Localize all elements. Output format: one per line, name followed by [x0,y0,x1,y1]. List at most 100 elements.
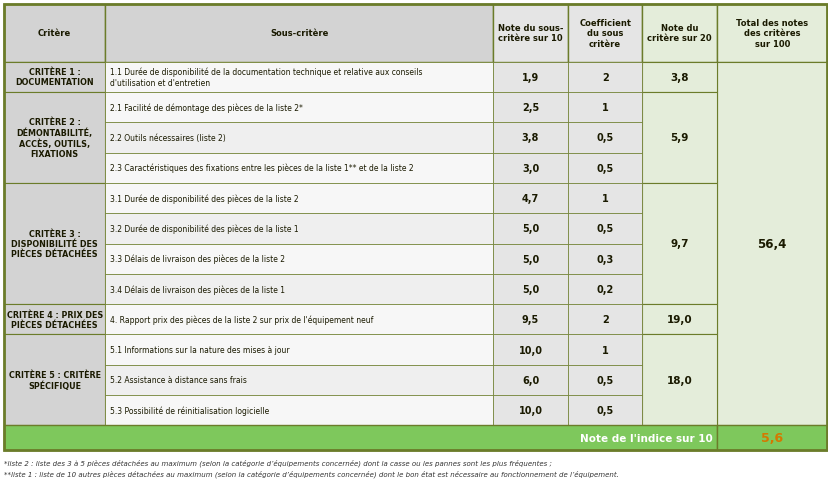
Bar [642,183,716,305]
Bar [105,62,493,93]
Bar [567,335,642,365]
Text: 2: 2 [601,315,608,325]
Text: 2,5: 2,5 [522,103,538,113]
Text: 3.2 Durée de disponibilité des pièces de la liste 1: 3.2 Durée de disponibilité des pièces de… [110,224,299,234]
Bar [642,93,716,183]
Bar [567,153,642,183]
Text: 3.3 Délais de livraison des pièces de la liste 2: 3.3 Délais de livraison des pièces de la… [110,254,285,264]
Bar [105,5,493,62]
Text: 2: 2 [601,73,608,82]
Bar [105,244,493,274]
Text: **liste 1 : liste de 10 autres pièces détachées au maximum (selon la catégorie d: **liste 1 : liste de 10 autres pièces dé… [4,469,619,477]
Text: Note de l'indice sur 10: Note de l'indice sur 10 [580,433,712,443]
Bar [493,274,567,305]
Bar [105,395,493,426]
Bar [493,305,567,335]
Text: Note du
critère sur 20: Note du critère sur 20 [647,24,711,43]
Bar [567,5,642,62]
Text: 56,4: 56,4 [757,238,786,250]
Text: CRITÈRE 5 : CRITÈRE
SPÉCIFIQUE: CRITÈRE 5 : CRITÈRE SPÉCIFIQUE [9,370,100,390]
Bar [493,183,567,214]
Text: 1: 1 [601,194,608,203]
Bar [642,5,716,62]
Text: 3,8: 3,8 [670,73,688,82]
Text: CRITÈRE 4 : PRIX DES
PIÈCES DÉTACHÉES: CRITÈRE 4 : PRIX DES PIÈCES DÉTACHÉES [7,310,103,329]
Text: 5,0: 5,0 [522,254,538,264]
Text: Critère: Critère [38,29,71,38]
Bar [105,305,493,335]
Bar [493,62,567,93]
Text: 9,7: 9,7 [670,239,688,249]
Bar [105,93,493,123]
Bar [567,183,642,214]
Bar [642,62,716,93]
Bar [567,123,642,153]
Text: 10,0: 10,0 [518,345,542,355]
Text: 0,3: 0,3 [596,254,613,264]
Bar [105,365,493,395]
Bar [567,274,642,305]
Bar [567,305,642,335]
Text: 2.1 Facilité de démontage des pièces de la liste 2*: 2.1 Facilité de démontage des pièces de … [110,103,303,113]
Bar [105,214,493,244]
Text: 0,2: 0,2 [596,285,613,294]
Text: 0,5: 0,5 [596,406,613,415]
Text: 10,0: 10,0 [518,406,542,415]
Text: 1: 1 [601,345,608,355]
Bar [716,62,826,426]
Text: CRITÈRE 2 :
DÉMONTABILITÉ,
ACCÈS, OUTILS,
FIXATIONS: CRITÈRE 2 : DÉMONTABILITÉ, ACCÈS, OUTILS… [17,118,93,159]
Bar [493,395,567,426]
Bar [105,274,493,305]
Bar [4,335,105,426]
Bar [493,93,567,123]
Bar [493,335,567,365]
Text: 3,8: 3,8 [522,133,538,143]
Text: 6,0: 6,0 [522,375,538,385]
Text: Total des notes
des critères
sur 100: Total des notes des critères sur 100 [735,19,807,48]
Text: 4,7: 4,7 [522,194,538,203]
Text: 18,0: 18,0 [666,375,692,385]
Text: 3,0: 3,0 [522,163,538,173]
Text: 0,5: 0,5 [596,163,613,173]
Bar [642,335,716,426]
Text: 3.4 Délais de livraison des pièces de la liste 1: 3.4 Délais de livraison des pièces de la… [110,285,285,294]
Text: Coefficient
du sous
critère: Coefficient du sous critère [579,19,630,48]
Bar [4,305,105,335]
Text: 0,5: 0,5 [596,224,613,234]
Text: Note du sous-
critère sur 10: Note du sous- critère sur 10 [497,24,563,43]
Text: 3.1 Durée de disponibilité des pièces de la liste 2: 3.1 Durée de disponibilité des pièces de… [110,194,299,203]
Text: 2.2 Outils nécessaires (liste 2): 2.2 Outils nécessaires (liste 2) [110,134,226,142]
Text: 5,0: 5,0 [522,224,538,234]
Bar [567,214,642,244]
Text: Sous-critère: Sous-critère [270,29,328,38]
Text: 1: 1 [601,103,608,113]
Text: 5.2 Assistance à distance sans frais: 5.2 Assistance à distance sans frais [110,376,247,385]
Text: 5,6: 5,6 [760,431,782,444]
Bar [4,62,105,93]
Bar [493,244,567,274]
Text: 0,5: 0,5 [596,133,613,143]
Text: CRITÈRE 1 :
DOCUMENTATION: CRITÈRE 1 : DOCUMENTATION [16,68,94,87]
Bar [493,365,567,395]
Text: 4. Rapport prix des pièces de la liste 2 sur prix de l'équipement neuf: 4. Rapport prix des pièces de la liste 2… [110,315,373,325]
Text: 1.1 Durée de disponibilité de la documentation technique et relative aux conseil: 1.1 Durée de disponibilité de la documen… [110,68,422,87]
Text: 9,5: 9,5 [522,315,538,325]
Bar [105,335,493,365]
Text: 2.3 Caractéristiques des fixations entre les pièces de la liste 1** et de la lis: 2.3 Caractéristiques des fixations entre… [110,163,413,173]
Text: 5.3 Possibilité de réinitialisation logicielle: 5.3 Possibilité de réinitialisation logi… [110,406,269,415]
Bar [105,123,493,153]
Bar [493,123,567,153]
Bar [4,93,105,183]
Text: 1,9: 1,9 [522,73,538,82]
Bar [567,244,642,274]
Bar [493,214,567,244]
Bar [716,5,826,62]
Text: 0,5: 0,5 [596,375,613,385]
Bar [716,426,826,450]
Bar [567,93,642,123]
Bar [642,305,716,335]
Bar [567,62,642,93]
Bar [567,365,642,395]
Bar [567,395,642,426]
Bar [493,153,567,183]
